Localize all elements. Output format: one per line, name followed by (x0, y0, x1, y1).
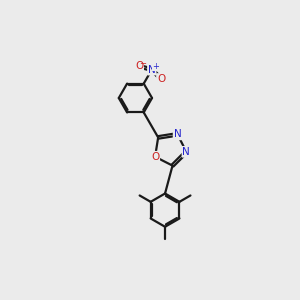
Text: O: O (157, 74, 165, 84)
Text: N: N (174, 129, 181, 140)
Text: N: N (182, 147, 190, 157)
Text: O: O (151, 152, 159, 162)
Text: −: − (139, 59, 146, 68)
Text: +: + (152, 62, 159, 71)
Text: O: O (135, 61, 143, 71)
Text: N: N (148, 64, 156, 75)
